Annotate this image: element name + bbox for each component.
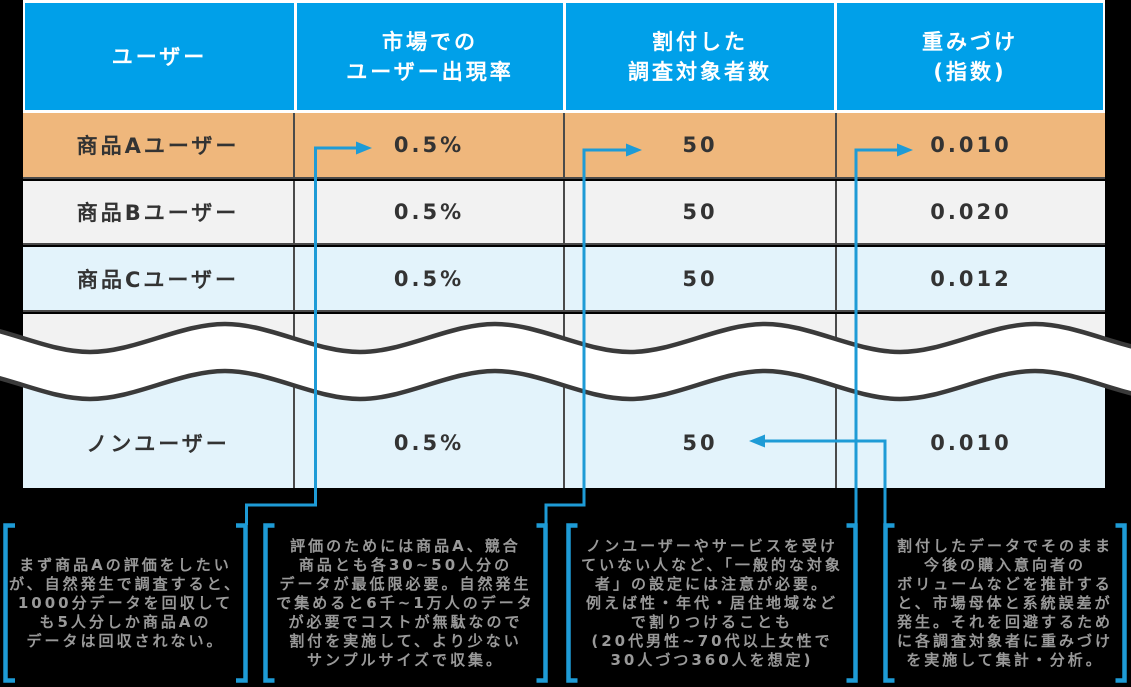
allocated-value: 50	[563, 181, 835, 243]
header-user: ユーザー	[111, 44, 208, 69]
user-label: 商品Cユーザー	[77, 267, 239, 292]
allocated-value: 50	[563, 113, 835, 177]
header-allocated-count: 割付した 調査対象者数	[563, 3, 834, 110]
callout-weighting-analysis: 割付したデータでそのまま 今後の購入意向者の ボリュームなどを推計する と、市場…	[896, 536, 1113, 669]
table-row-product-a: 商品Aユーザー 0.5% 50 0.010	[23, 113, 1105, 179]
rate-value: 0.5%	[293, 113, 563, 177]
rate-value: 0.5%	[293, 181, 563, 243]
table-header-row: ユーザー 市場での ユーザー出現率 割付した 調査対象者数 重みづけ (指数)	[23, 0, 1105, 113]
weight-value: 0.010	[835, 362, 1105, 488]
weight-value: 0.020	[835, 181, 1105, 243]
wave-break	[0, 321, 1131, 402]
header-weight-index: 重みづけ (指数)	[834, 3, 1103, 110]
callout-natural-occurrence: まず商品Aの評価をしたい が、自然発生で調査すると、 1000分データを回収して…	[8, 555, 243, 650]
table-row-product-b: 商品Bユーザー 0.5% 50 0.020	[23, 181, 1105, 245]
callout-minimum-sample: 評価のためには商品A、競合 商品とも各30~50人分の データが最低限必要。自然…	[276, 536, 535, 669]
callout-non-user-definition: ノンユーザーやサービスを受け ていない人など、「一般的な対象 者」の設定には注意…	[581, 536, 843, 669]
header-market-rate: 市場での ユーザー出現率	[294, 3, 563, 110]
weight-value: 0.010	[835, 113, 1105, 177]
user-label: ノンユーザー	[86, 432, 230, 456]
user-label: 商品Aユーザー	[76, 134, 240, 158]
user-label: 商品Bユーザー	[76, 201, 240, 225]
weight-value: 0.012	[835, 247, 1105, 310]
